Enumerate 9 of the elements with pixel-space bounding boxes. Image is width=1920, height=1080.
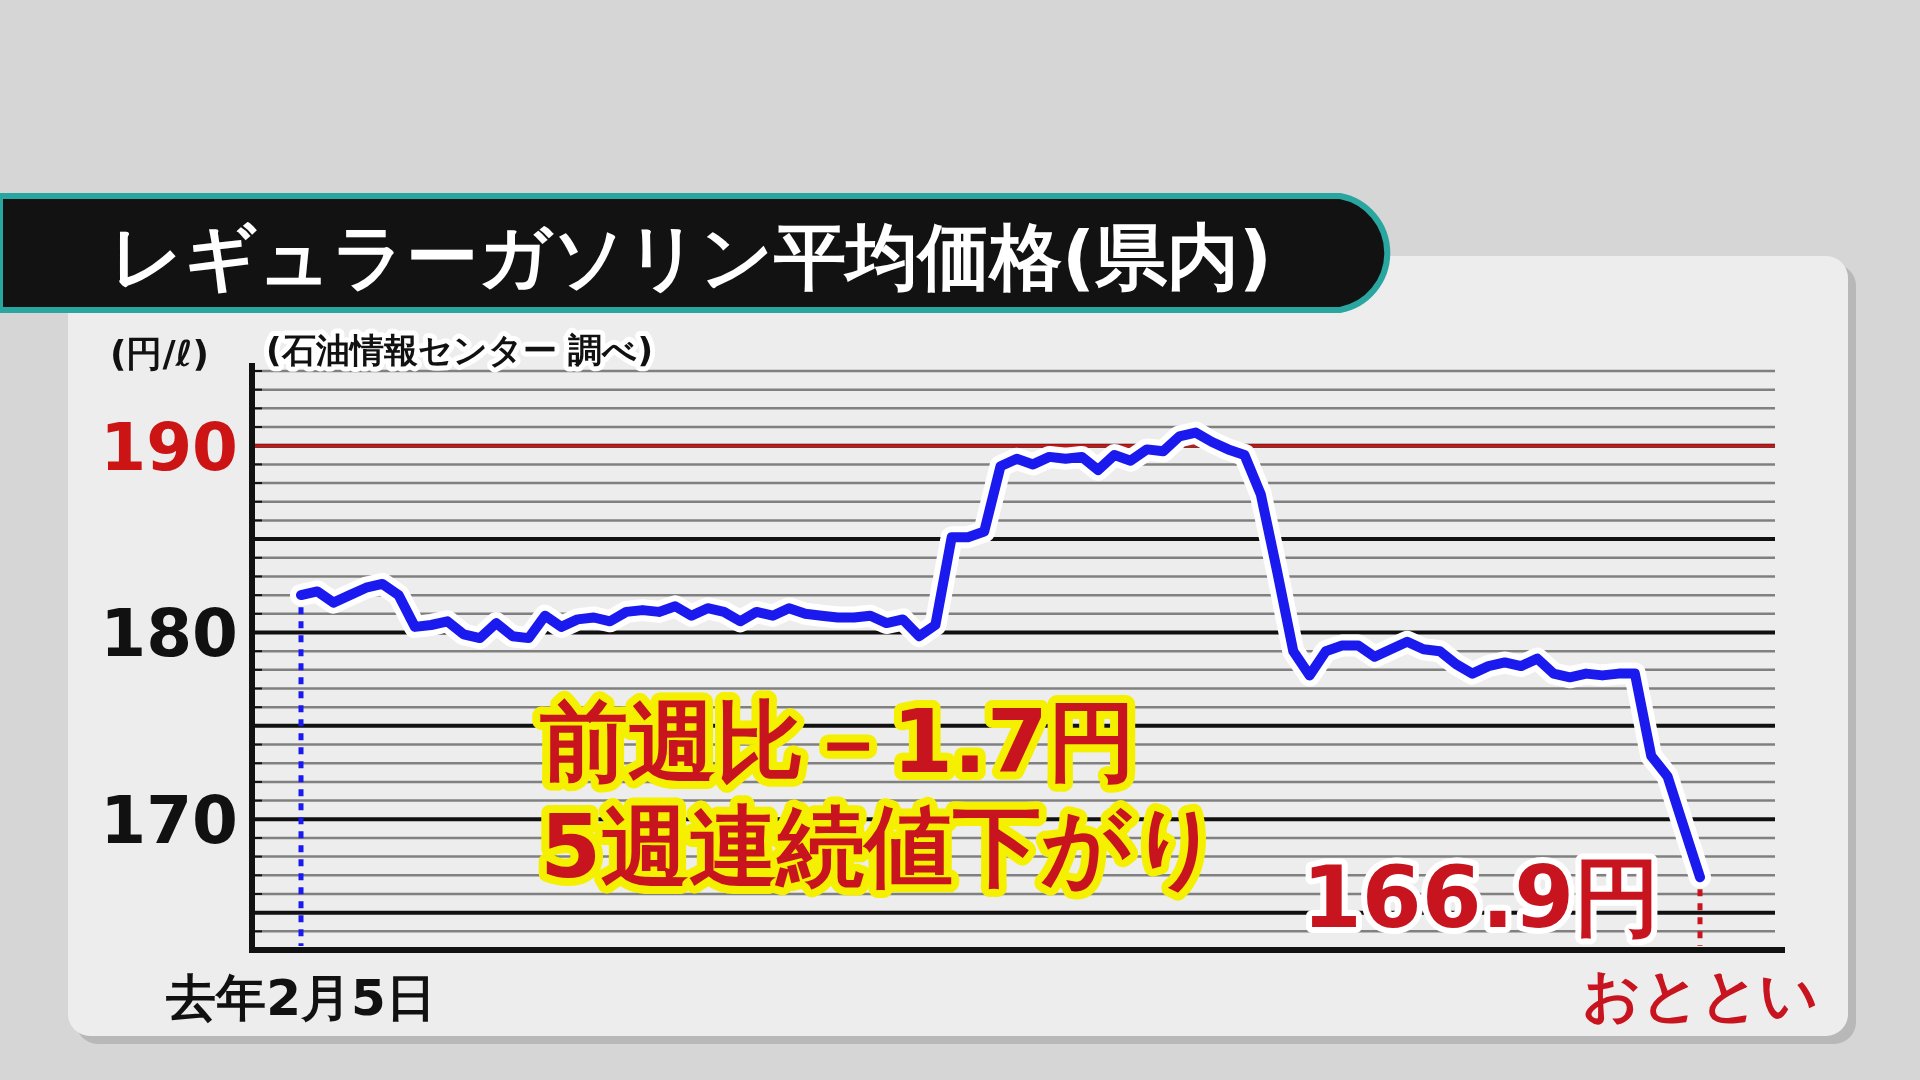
annotation: 5週連続値下がり bbox=[540, 795, 1222, 898]
y-tick-label: 170 bbox=[100, 782, 238, 860]
y-axis-title: (円/ℓ) bbox=[110, 333, 210, 374]
x-tick-label: おととい bbox=[1582, 961, 1818, 1029]
text: (石油情報センター 調べ) bbox=[266, 330, 653, 370]
y-tick-label: 190 bbox=[100, 408, 238, 486]
y-tick-label: 180 bbox=[100, 595, 238, 673]
chart-title: レギュラーガソリン平均価格(県内) bbox=[110, 215, 1272, 299]
x-tick-label: 去年2月5日 bbox=[165, 969, 436, 1027]
